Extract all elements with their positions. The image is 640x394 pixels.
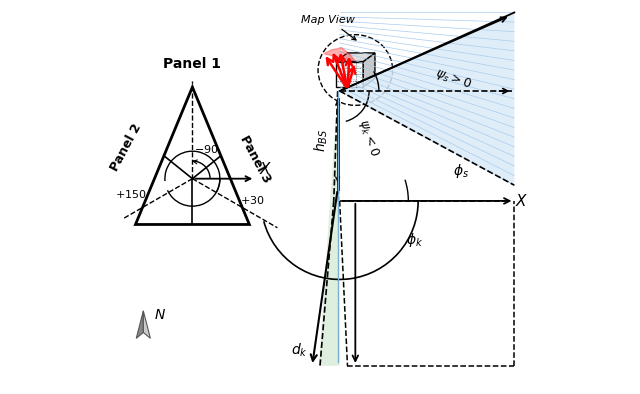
Text: Panel 2: Panel 2 bbox=[108, 122, 143, 174]
Polygon shape bbox=[336, 53, 375, 61]
Text: $-90$: $-90$ bbox=[195, 143, 219, 155]
Text: $\phi_k$: $\phi_k$ bbox=[406, 231, 423, 249]
Text: $+30$: $+30$ bbox=[239, 194, 264, 206]
Polygon shape bbox=[324, 48, 355, 61]
Text: $\psi_s > 0$: $\psi_s > 0$ bbox=[433, 65, 474, 93]
Polygon shape bbox=[143, 311, 150, 338]
Text: Map View: Map View bbox=[301, 15, 355, 25]
Polygon shape bbox=[340, 13, 515, 185]
Polygon shape bbox=[136, 311, 143, 338]
Text: $X$: $X$ bbox=[259, 161, 273, 177]
Polygon shape bbox=[363, 53, 375, 87]
Polygon shape bbox=[336, 61, 363, 87]
Text: Panel 3: Panel 3 bbox=[237, 134, 273, 186]
Text: $\phi_s$: $\phi_s$ bbox=[453, 162, 469, 180]
Text: Panel 1: Panel 1 bbox=[163, 58, 221, 71]
Text: $h_{BS}$: $h_{BS}$ bbox=[312, 128, 330, 152]
Text: $d_k$: $d_k$ bbox=[291, 342, 308, 359]
Text: $\psi_k < 0$: $\psi_k < 0$ bbox=[355, 117, 382, 159]
Text: $X$: $X$ bbox=[515, 193, 529, 209]
Polygon shape bbox=[319, 91, 340, 366]
Text: $+150$: $+150$ bbox=[115, 188, 147, 201]
Text: $N$: $N$ bbox=[154, 308, 166, 322]
